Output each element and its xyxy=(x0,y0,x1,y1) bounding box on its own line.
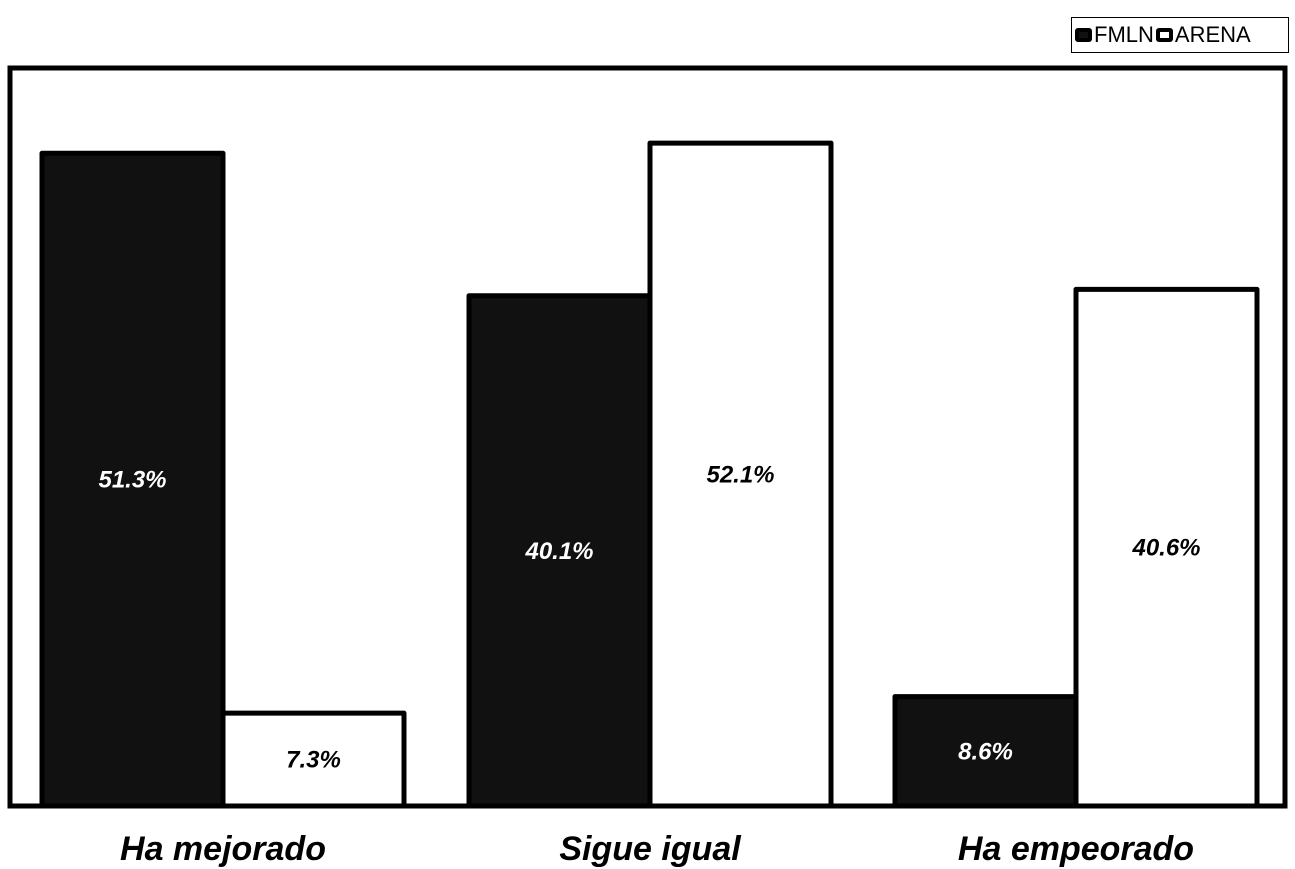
bar-fmln-1 xyxy=(39,150,226,809)
data-label-arena-2: 52.1% xyxy=(706,462,774,489)
chart-legend: FMLN ARENA xyxy=(1071,17,1289,53)
legend-label-fmln: FMLN xyxy=(1094,22,1154,47)
bar-fmln-2 xyxy=(466,293,653,809)
data-label-arena-3: 40.6% xyxy=(1131,535,1200,562)
legend-swatch-fmln xyxy=(1075,28,1092,42)
legend-label-arena: ARENA xyxy=(1174,22,1251,47)
bar-fmln-3 xyxy=(892,694,1079,809)
bar-arena-3 xyxy=(1073,286,1260,809)
bar-arena-2 xyxy=(647,140,834,809)
data-label-fmln-2: 40.1% xyxy=(524,538,593,565)
category-label-2: Sigue igual xyxy=(559,830,742,868)
data-label-arena-1: 7.3% xyxy=(286,747,341,774)
bar-arena-1 xyxy=(220,710,407,809)
data-label-fmln-3: 8.6% xyxy=(958,738,1013,765)
data-label-fmln-1: 51.3% xyxy=(98,467,166,494)
legend-swatch-arena xyxy=(1155,28,1173,42)
category-label-1: Ha mejorado xyxy=(120,830,326,868)
category-label-3: Ha empeorado xyxy=(958,830,1194,868)
